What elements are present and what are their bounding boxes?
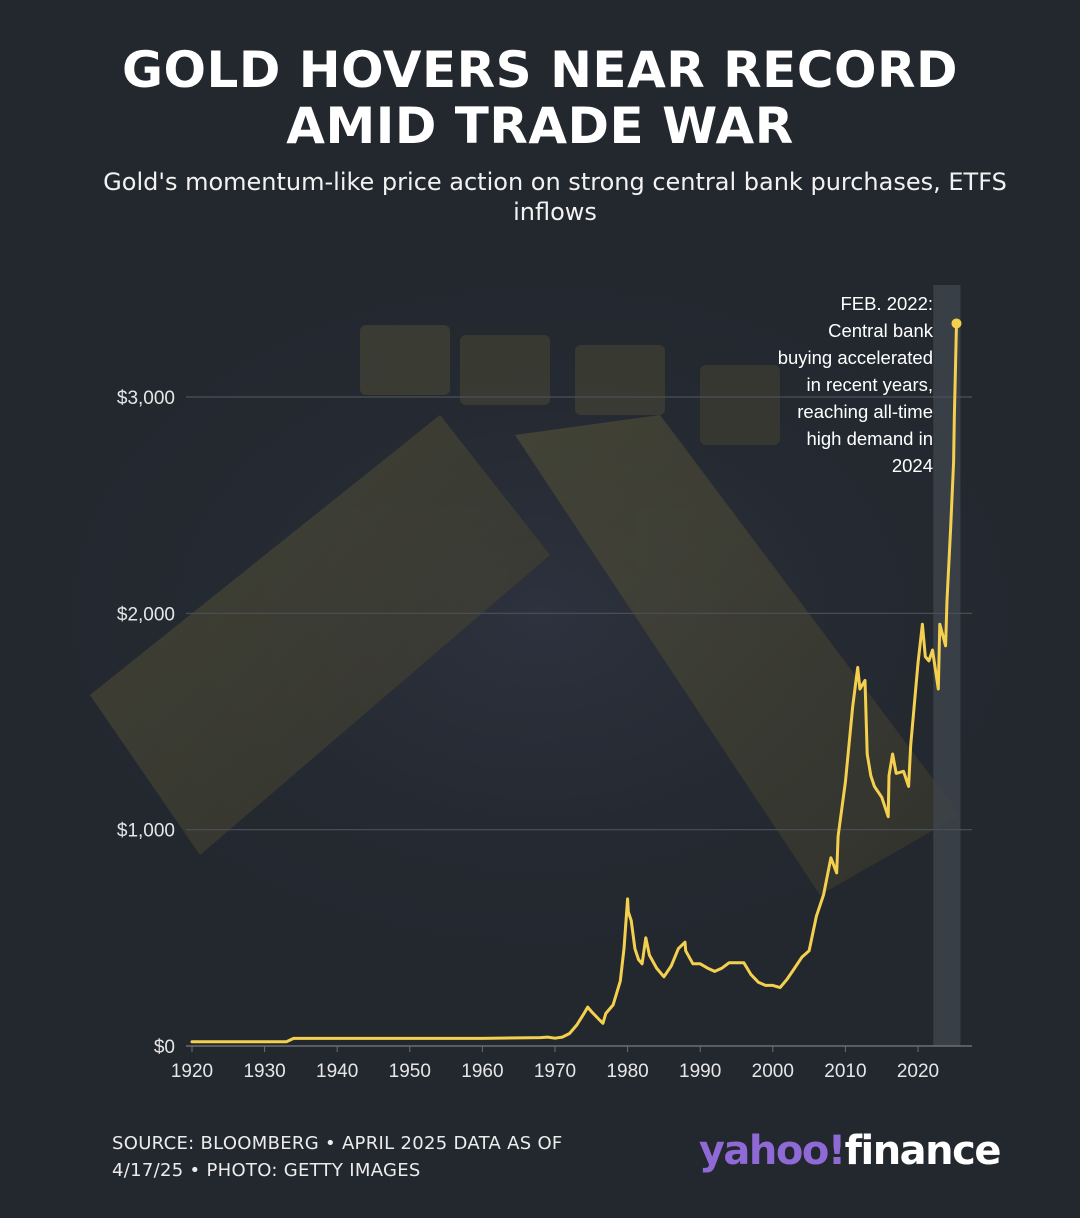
x-tick-label: 1990	[679, 1061, 721, 1082]
x-tick-label: 1980	[606, 1061, 648, 1082]
x-tick-label: 2010	[824, 1061, 866, 1082]
x-tick-label: 2020	[897, 1061, 939, 1082]
x-tick-label: 1930	[243, 1061, 285, 1082]
annotation-line: 2024	[891, 455, 933, 476]
x-axis-ticks: 1920 1930 1940 1950 1960 1970 1980 1990 2000 2010…	[171, 1046, 939, 1082]
x-tick-label: 1970	[534, 1061, 576, 1082]
source-line-2: 4/17/25 • PHOTO: GETTY IMAGES	[112, 1160, 421, 1181]
x-tick-label: 1920	[171, 1061, 213, 1082]
x-tick-label: 2000	[752, 1061, 794, 1082]
source-line-1: SOURCE: BLOOMBERG • APRIL 2025 DATA AS O…	[112, 1133, 563, 1154]
gold-price-line	[190, 321, 958, 1044]
x-tick-label: 1940	[316, 1061, 358, 1082]
chart-subtitle: Gold's momentum-like price action on str…	[103, 168, 1007, 226]
annotation-line: reaching all-time	[797, 401, 933, 422]
chart-title: GOLD HOVERS NEAR RECORD AMID TRADE WAR	[0, 42, 1080, 154]
chart-annotation: FEB. 2022: Central bank buying accelerated…	[713, 290, 933, 479]
title-line-1: GOLD HOVERS NEAR RECORD	[121, 41, 959, 99]
logo-yahoo: yahoo!	[698, 1128, 846, 1174]
yahoo-finance-logo: yahoo!finance	[698, 1128, 1002, 1174]
highlight-band	[933, 285, 961, 1046]
grid-lines	[186, 396, 972, 1047]
annotation-line: FEB. 2022:	[840, 293, 933, 314]
y-tick-label: $2,000	[117, 604, 175, 625]
annotation-line: Central bank	[828, 320, 933, 341]
annotation-line: in recent years,	[806, 374, 933, 395]
y-tick-label: $3,000	[117, 388, 175, 409]
x-tick-label: 1950	[389, 1061, 431, 1082]
annotation-line: high demand in	[806, 428, 933, 449]
y-axis-ticks: $0 $1,000 $2,000 $3,000	[117, 388, 175, 1058]
title-line-2: AMID TRADE WAR	[286, 97, 794, 155]
annotation-line: buying accelerated	[777, 347, 933, 368]
y-tick-label: $0	[154, 1037, 175, 1058]
latest-price-point	[951, 318, 962, 329]
source-note: SOURCE: BLOOMBERG • APRIL 2025 DATA AS O…	[112, 1130, 612, 1184]
y-tick-label: $1,000	[117, 821, 175, 842]
x-tick-label: 1960	[461, 1061, 503, 1082]
logo-finance: finance	[844, 1128, 1002, 1174]
